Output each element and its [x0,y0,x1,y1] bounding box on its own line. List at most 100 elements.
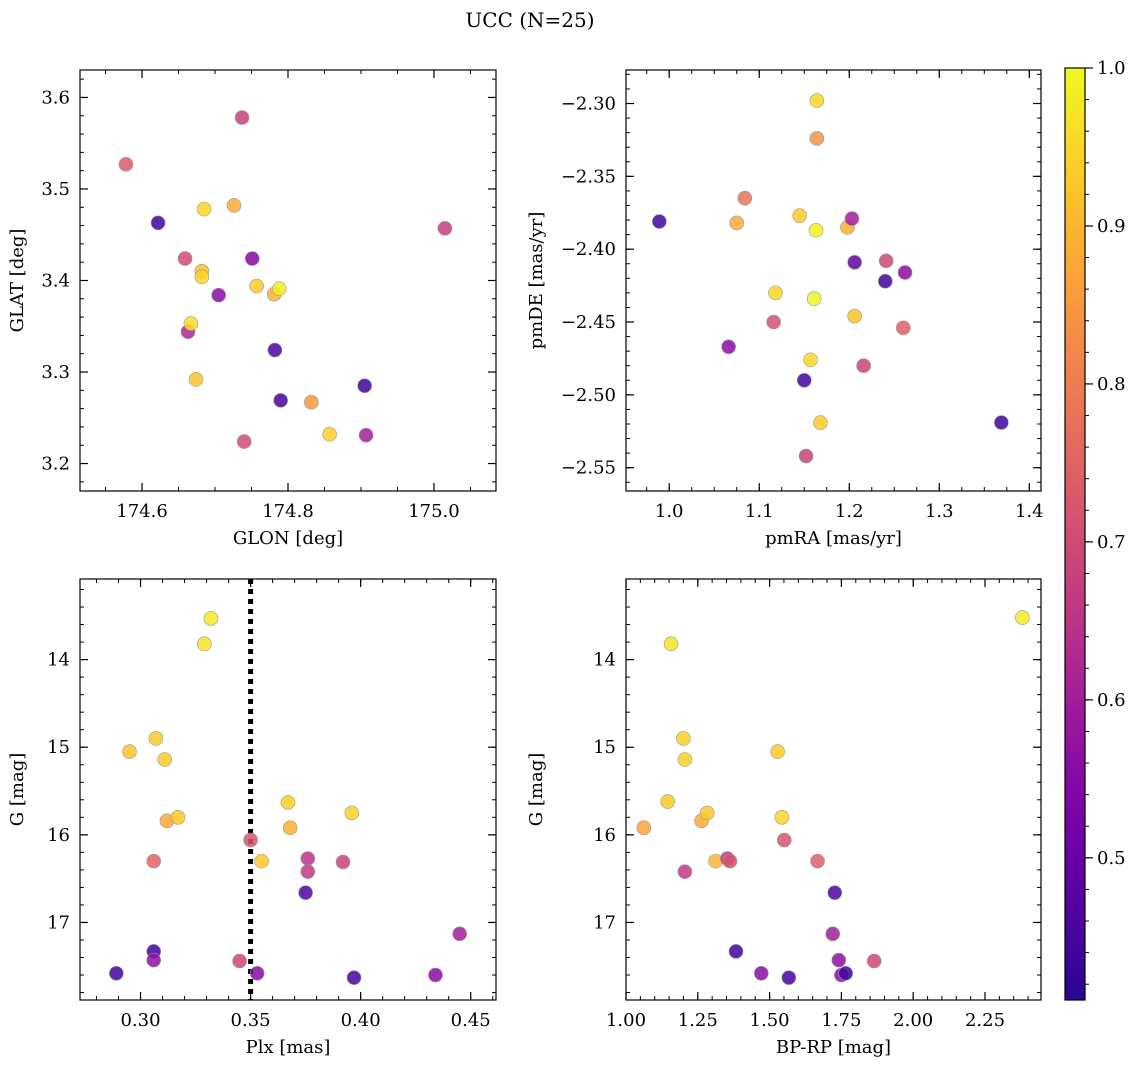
x-tick-label: 0.40 [341,1010,381,1031]
data-point [194,269,210,285]
y-tick-label: −2.55 [561,458,616,479]
x-tick-label: 0.45 [451,1010,491,1031]
colorbar-tick-label: 0.6 [1097,690,1126,711]
data-point [774,810,790,825]
colorbar-tick-label: 0.9 [1097,216,1126,237]
data-point [197,636,212,652]
data-point [146,952,162,968]
data-point [766,314,781,330]
y-tick-label: 3.3 [41,362,70,383]
colorbar-tick-label: 0.8 [1097,374,1126,395]
data-point [249,278,264,294]
data-point [1015,610,1030,625]
data-point [148,731,164,746]
panel-4: 1.00 1.25 1.50 1.75 2.00 2.25 14 15 16 17 BP-RP [m… [526,578,1042,1058]
plot-frame [625,69,1042,492]
y-tick-label: −2.35 [561,166,616,187]
data-point [300,864,316,879]
data-point [844,211,860,226]
data-point [831,952,847,968]
plot-frame [625,578,1042,1001]
data-point [676,731,691,746]
x-tick-label: 175.0 [408,501,460,522]
data-point [897,265,913,280]
data-point [322,426,337,442]
data-point [232,953,247,969]
y-tick-label: 15 [593,737,616,758]
y-axis-label: pmDE [mas/yr] [526,212,547,350]
data-point [798,448,814,464]
data-point [770,744,785,759]
x-tick-label: 174.6 [116,501,168,522]
data-point [170,810,186,825]
y-tick-label: −2.50 [561,385,616,406]
y-axis-label: GLAT [deg] [7,229,28,333]
data-point [728,944,744,959]
data-point [660,794,675,809]
data-point [847,254,862,270]
x-tick-label: 0.30 [120,1010,160,1031]
data-point [146,853,162,869]
data-point [304,394,319,410]
x-tick-label: 1.3 [925,501,954,522]
x-tick-label: 1.50 [750,1010,790,1031]
y-tick-label: 16 [47,825,70,846]
x-axis-label: GLON [deg] [233,528,343,549]
data-point [243,832,258,848]
x-axis-label: pmRA [mas/yr] [765,528,902,549]
data-point [122,744,137,759]
data-point [300,851,316,866]
colorbar-tick-label: 1.0 [1097,58,1126,79]
data-point [768,285,783,301]
panel-1: 174.6 174.8 175.0 3.2 3.3 3.4 3.5 3.6 GLON [deg]… [7,69,497,549]
plot-frame [79,578,497,1001]
data-point [273,393,289,408]
plot-frame [79,69,497,492]
data-point [157,752,173,767]
figure-title: UCC (N=25) [465,8,594,32]
data-point [776,832,792,848]
data-point [652,214,667,229]
data-point [722,853,738,869]
data-point [226,198,242,213]
y-tick-label: 3.4 [41,271,70,292]
x-tick-label: 2.25 [965,1010,1005,1031]
data-point [866,953,882,969]
data-point [737,190,753,206]
x-tick-label: 1.25 [678,1010,718,1031]
data-point [196,201,212,217]
data-point [803,352,818,368]
data-point [729,215,745,231]
data-point [808,222,824,238]
data-point [663,636,679,652]
x-axis-label: BP-RP [mag] [776,1037,891,1058]
data-point [211,287,226,303]
data-point [452,926,467,942]
panels: 174.6 174.8 175.0 3.2 3.3 3.4 3.5 3.6 GLON [deg]… [7,69,1044,1058]
x-tick-label: 1.1 [745,501,774,522]
x-tick-label: 174.8 [262,501,314,522]
y-tick-label: 14 [47,650,70,671]
data-point [271,281,287,297]
panel-3: 0.30 0.35 0.40 0.45 14 15 16 17 Plx [mas] G [mag] [7,578,497,1058]
data-point [358,427,374,443]
data-point [249,965,265,981]
data-point [344,805,360,821]
y-tick-label: −2.30 [561,94,616,115]
data-point [813,415,828,430]
colorbar-tick-label: 0.5 [1097,848,1126,869]
data-point [753,965,769,981]
data-point [792,208,808,223]
y-tick-label: 3.2 [41,454,70,475]
y-tick-label: 14 [593,650,616,671]
data-point [847,308,862,324]
data-point [809,131,825,146]
data-point [236,434,252,449]
data-point [796,372,812,388]
x-tick-label: 1.00 [606,1010,646,1031]
data-point [994,415,1009,430]
colorbar-gradient [1064,67,1086,1001]
data-point [781,970,797,985]
data-point [810,853,825,869]
